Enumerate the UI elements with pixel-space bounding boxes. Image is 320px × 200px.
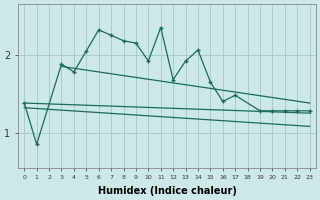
X-axis label: Humidex (Indice chaleur): Humidex (Indice chaleur) — [98, 186, 236, 196]
